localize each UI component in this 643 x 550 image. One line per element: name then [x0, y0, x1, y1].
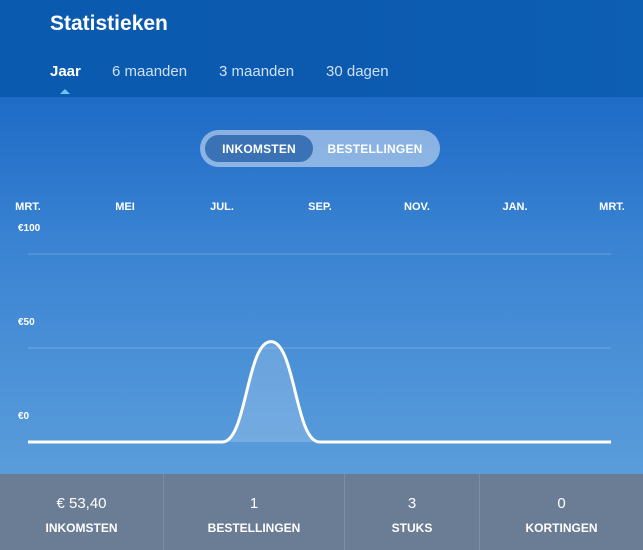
- tab-year[interactable]: Jaar: [50, 63, 81, 80]
- stat-orders-value: 1: [249, 495, 259, 512]
- x-tick-label: NOV.: [404, 201, 430, 213]
- revenue-chart: MRT. MEI JUL. SEP. NOV. JAN. MRT. €0 €50 €100: [15, 201, 625, 444]
- stat-items: 3 STUKS: [345, 474, 480, 550]
- stat-orders: 1 BESTELLINGEN: [164, 474, 345, 550]
- metric-toggle: INKOMSTEN BESTELLINGEN: [200, 130, 440, 167]
- y-tick-label: €50: [18, 317, 35, 328]
- chart-panel: INKOMSTEN BESTELLINGEN: [0, 97, 643, 474]
- y-axis-labels: €0 €50 €100: [18, 223, 41, 422]
- chart-grid: [28, 253, 611, 349]
- toggle-orders-button[interactable]: BESTELLINGEN: [327, 141, 423, 156]
- period-tabs: Jaar 6 maanden 3 maanden 30 dagen: [0, 63, 643, 97]
- y-tick-label: €100: [18, 223, 41, 234]
- summary-stats: € 53,40 INKOMSTEN 1 BESTELLINGEN 3 STUKS…: [0, 474, 643, 550]
- x-tick-label: SEP.: [308, 201, 332, 213]
- stat-discounts-label: KORTINGEN: [525, 521, 598, 535]
- header: Statistieken Jaar 6 maanden 3 maanden 30…: [0, 0, 643, 97]
- tab-6-months[interactable]: 6 maanden: [112, 63, 188, 80]
- stat-income-label: INKOMSTEN: [45, 521, 118, 535]
- tab-3-months[interactable]: 3 maanden: [219, 63, 295, 80]
- tab-30-days[interactable]: 30 dagen: [326, 63, 389, 80]
- chart-line: [27, 340, 611, 444]
- chart-area: [28, 341, 611, 442]
- stat-items-label: STUKS: [391, 521, 433, 535]
- x-tick-label: MRT.: [15, 201, 41, 213]
- x-tick-label: MRT.: [599, 201, 625, 213]
- stat-orders-label: BESTELLINGEN: [207, 521, 301, 535]
- stat-discounts: 0 KORTINGEN: [480, 474, 643, 550]
- active-tab-indicator: [60, 89, 70, 94]
- stat-income: € 53,40 INKOMSTEN: [0, 474, 164, 550]
- page-title: Statistieken: [50, 12, 168, 35]
- x-tick-label: JAN.: [502, 201, 527, 213]
- toggle-income-button[interactable]: INKOMSTEN: [205, 135, 313, 162]
- stat-discounts-value: 0: [557, 495, 566, 512]
- x-tick-label: JUL.: [210, 201, 234, 213]
- stat-income-value: € 53,40: [56, 495, 107, 512]
- y-tick-label: €0: [18, 411, 30, 422]
- stat-items-value: 3: [407, 495, 417, 512]
- x-tick-label: MEI: [115, 201, 135, 213]
- x-axis-labels: MRT. MEI JUL. SEP. NOV. JAN. MRT.: [15, 201, 625, 213]
